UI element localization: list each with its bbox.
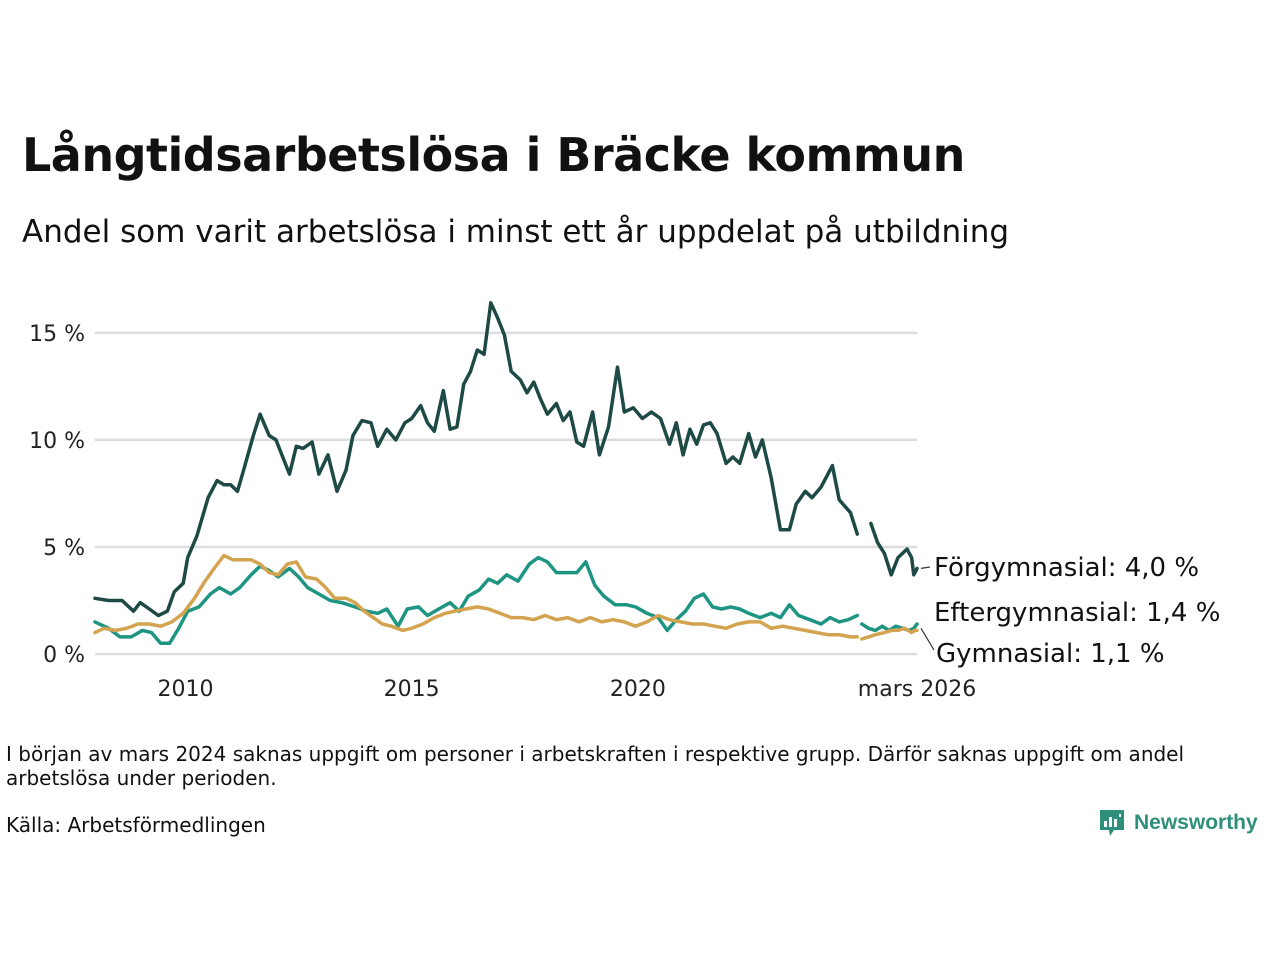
line-chart: 0 % 5 % 10 % 15 % 2010 2015 2020 mars 2026 För… (29, 301, 1220, 702)
series-line-eftergymnasial (93, 555, 919, 646)
y-tick-label: 15 % (29, 322, 85, 347)
series-label-gymnasial: Gymnasial: 1,1 % (936, 639, 1165, 669)
series-line-gymnasial (93, 553, 919, 641)
series-label-eftergymnasial: Eftergymnasial: 1,4 % (934, 598, 1220, 628)
series-line-förgymnasial (93, 301, 919, 618)
series-label-förgymnasial: Förgymnasial: 4,0 % (934, 553, 1199, 583)
label-leader-line (920, 566, 931, 569)
x-axis: 2010 2015 2020 mars 2026 (157, 677, 976, 702)
y-tick-label: 10 % (29, 429, 85, 454)
series-labels: Förgymnasial: 4,0 % Eftergymnasial: 1,4 %… (920, 553, 1220, 669)
x-tick-label: 2020 (610, 677, 666, 702)
source-text: Källa: Arbetsförmedlingen (6, 813, 266, 837)
gridlines (95, 331, 917, 656)
x-tick-label: mars 2026 (858, 677, 976, 702)
brand-name: Newsworthy (1134, 811, 1258, 834)
y-tick-label: 0 % (43, 643, 85, 668)
y-tick-label: 5 % (43, 536, 85, 561)
chart-title: Långtidsarbetslösa i Bräcke kommun (22, 128, 965, 182)
newsworthy-icon (1100, 810, 1124, 836)
y-axis: 0 % 5 % 10 % 15 % (29, 322, 85, 668)
series-lines (93, 301, 919, 646)
label-leader-line (920, 627, 935, 651)
chart-subtitle: Andel som varit arbetslösa i minst ett å… (22, 214, 1010, 250)
footnote: I början av mars 2024 saknas uppgift om … (6, 742, 1185, 790)
x-tick-label: 2010 (157, 677, 213, 702)
x-tick-label: 2015 (384, 677, 440, 702)
newsworthy-logo[interactable]: Newsworthy (1098, 808, 1258, 838)
